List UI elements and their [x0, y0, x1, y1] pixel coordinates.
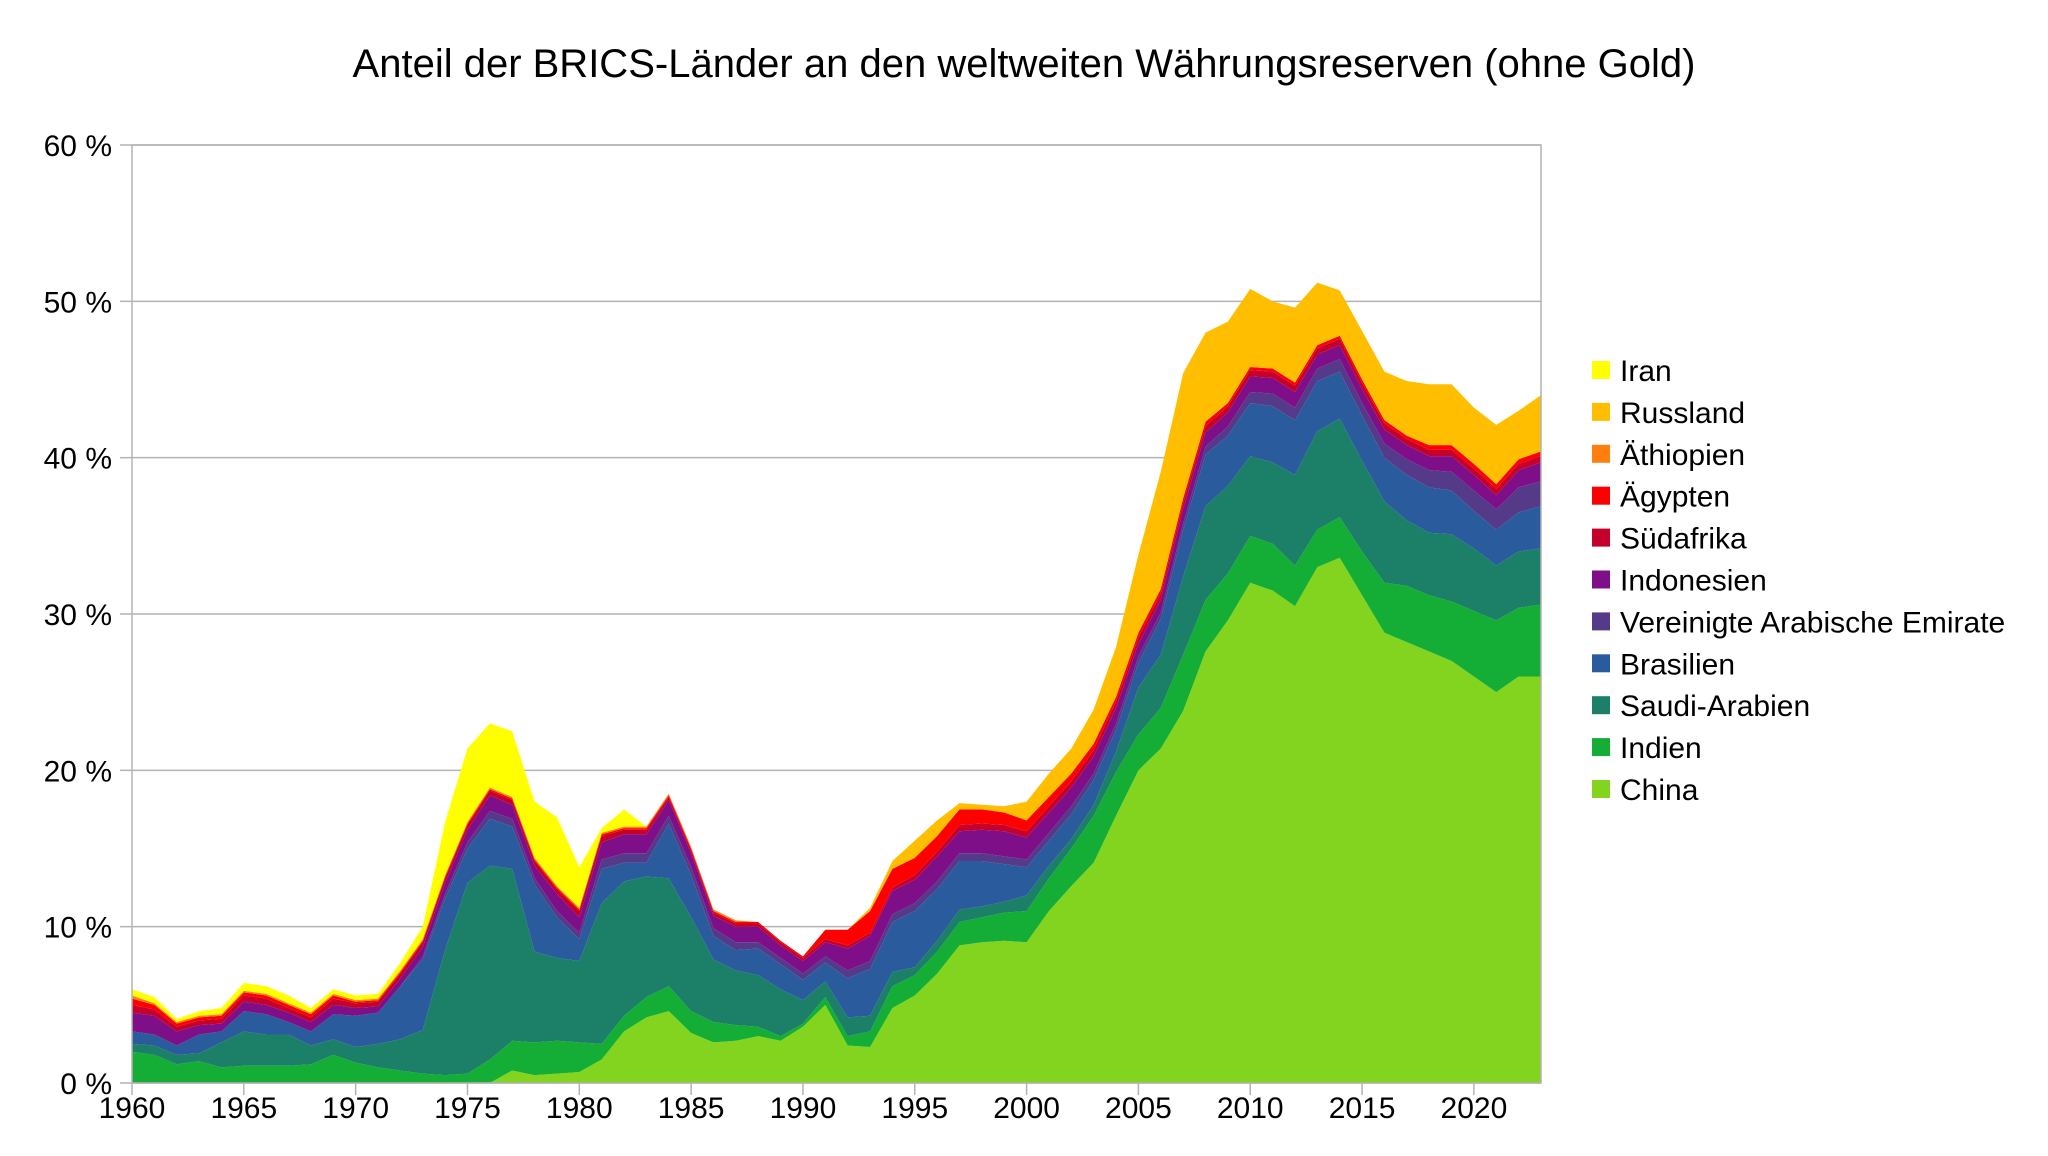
legend-swatch [1592, 361, 1610, 379]
x-tick-label: 1965 [210, 1092, 277, 1125]
x-tick-label: 2015 [1329, 1092, 1396, 1125]
legend-item: Indonesien [1592, 565, 1767, 598]
legend-item: Vereinigte Arabische Emirate [1592, 606, 2005, 639]
legend-item: Russland [1592, 397, 1745, 430]
plot-frame [131, 144, 1542, 1084]
x-tick-label: 2000 [993, 1092, 1060, 1125]
x-tick-label: 1960 [99, 1092, 166, 1125]
x-tick-label: 1970 [322, 1092, 389, 1125]
legend-item: Saudi-Arabien [1592, 690, 1810, 723]
area-series-brasilien [132, 371, 1541, 1055]
legend-label: Russland [1620, 397, 1745, 430]
legend-label: Indonesien [1620, 565, 1767, 598]
x-tick-label: 1995 [881, 1092, 948, 1125]
legend-item: Südafrika [1592, 523, 1747, 556]
legend-layer: Iran Russland Äthiopien Ägypten Südafrika Ind… [1592, 355, 2005, 807]
y-tick-label: 0 % [60, 1068, 112, 1101]
x-tick-label: 1980 [546, 1092, 613, 1125]
legend-swatch [1592, 612, 1610, 631]
legend-label: Indien [1620, 732, 1702, 765]
legend-item: Äthiopien [1592, 439, 1745, 472]
legend-swatch [1592, 780, 1610, 798]
legend-item: Indien [1592, 732, 1702, 765]
legend-label: Saudi-Arabien [1620, 690, 1810, 723]
y-tick-label: 20 % [44, 755, 112, 788]
area-series-russland [132, 282, 1541, 1023]
x-tick-label: 2010 [1217, 1092, 1284, 1125]
y-tick-label: 10 % [44, 912, 112, 945]
legend-label: Brasilien [1620, 648, 1735, 681]
legend-label: Äthiopien [1620, 439, 1745, 472]
x-tick-label: 1985 [658, 1092, 725, 1125]
legend-item: Ägypten [1592, 481, 1730, 514]
legend-label: Iran [1620, 355, 1672, 388]
area-series-saudi-arabien [132, 418, 1541, 1076]
legend-swatch [1592, 528, 1610, 547]
y-tick-label: 60 % [44, 130, 112, 163]
legend-swatch [1592, 738, 1610, 757]
chart-title: Anteil der BRICS-Länder an den weltweite… [352, 42, 1696, 86]
area-series-china [132, 557, 1541, 1083]
y-tick-label: 40 % [44, 443, 112, 476]
legend-swatch [1592, 696, 1610, 715]
legend-item: Iran [1592, 355, 1672, 388]
x-tick-label: 2005 [1105, 1092, 1172, 1125]
x-tick-label: 1975 [434, 1092, 501, 1125]
area-layer [132, 282, 1541, 1083]
axis-layer: 0 % 10 % 20 % 30 % 40 % 50 % 60 % 1960 1965 1970 1… [44, 130, 1542, 1125]
legend-label: Ägypten [1620, 481, 1730, 514]
area-series-indien [132, 517, 1541, 1083]
y-tick-label: 50 % [44, 286, 112, 319]
legend-label: Südafrika [1620, 523, 1747, 556]
legend-label: China [1620, 774, 1699, 807]
legend-swatch [1592, 444, 1610, 463]
legend-swatch [1592, 570, 1610, 589]
legend-label: Vereinigte Arabische Emirate [1620, 606, 2005, 639]
legend-swatch [1592, 402, 1610, 421]
legend-swatch [1592, 486, 1610, 505]
y-tick-label: 30 % [44, 599, 112, 632]
legend-swatch [1592, 654, 1610, 673]
legend-item: China [1592, 774, 1699, 807]
x-tick-label: 1990 [770, 1092, 837, 1125]
legend-item: Brasilien [1592, 648, 1735, 681]
x-tick-label: 2020 [1441, 1092, 1508, 1125]
